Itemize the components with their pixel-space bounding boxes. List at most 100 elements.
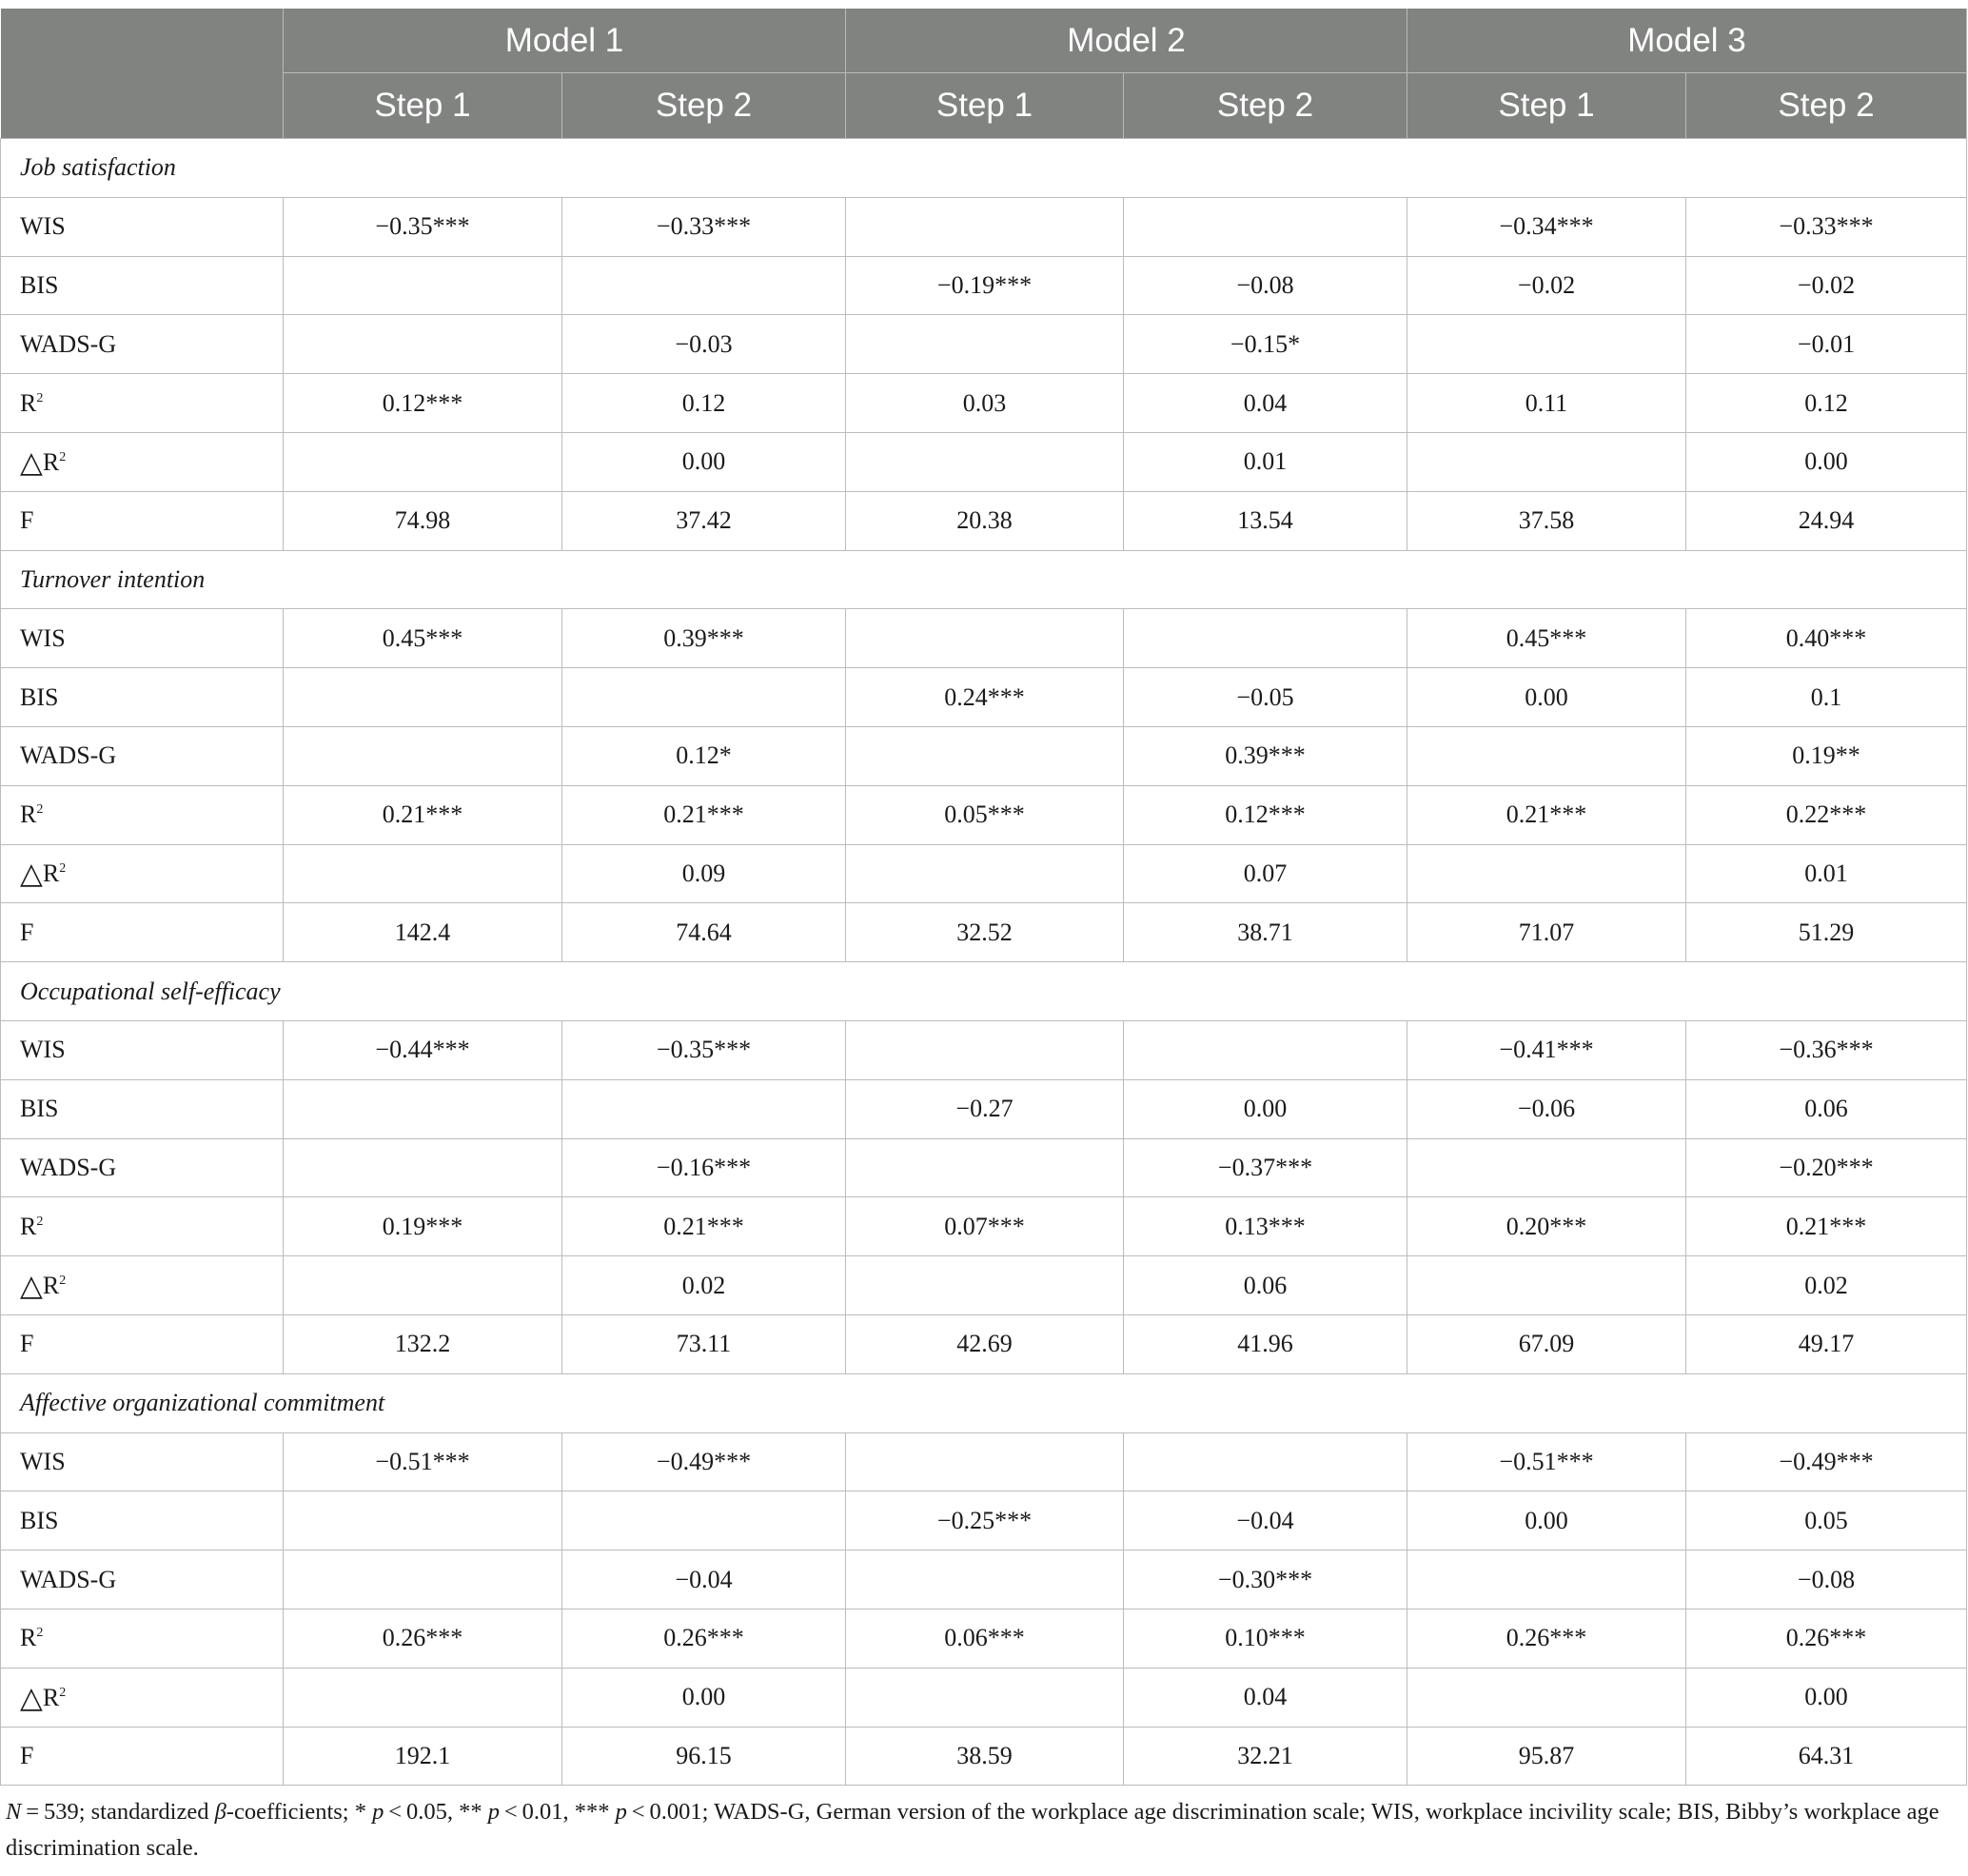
delta-symbol: △ — [20, 1269, 43, 1303]
table-cell: 0.20*** — [1407, 1196, 1686, 1257]
table-cell: −0.27 — [845, 1078, 1124, 1139]
table-cell: 0.21*** — [561, 784, 846, 845]
row-label-r-squared: R2 — [0, 1196, 284, 1257]
table-cell — [283, 843, 562, 904]
table-cell — [845, 431, 1124, 492]
table-cell — [283, 1255, 562, 1315]
table-cell: 0.21*** — [283, 784, 562, 845]
table-cell: 0.26*** — [1685, 1608, 1967, 1669]
table-cell: 0.39*** — [1123, 725, 1407, 786]
row-label-text: BIS — [20, 270, 59, 299]
header-model-3-step-2: Step 2 — [1685, 72, 1967, 139]
table-cell: 0.00 — [1407, 1491, 1686, 1551]
table-cell: 71.07 — [1407, 902, 1686, 963]
table-cell: 0.00 — [1407, 667, 1686, 727]
row-label-text: F — [20, 506, 34, 535]
footnote-p-symbol-3: p — [615, 1799, 627, 1825]
table-row: WADS-G 0.12* 0.39*** 0.19** — [0, 725, 1967, 786]
table-cell: −0.25*** — [845, 1491, 1124, 1551]
table-cell: 41.96 — [1123, 1313, 1407, 1374]
table-cell: 132.2 — [283, 1313, 562, 1374]
section-header-row: Affective organizational commitment — [0, 1372, 1967, 1433]
step-header-row: Step 1 Step 2 Step 1 Step 2 Step 1 Step … — [1, 72, 1967, 139]
row-label-text: F — [20, 918, 34, 946]
table-row: WADS-G −0.04 −0.30*** −0.08 — [0, 1550, 1967, 1609]
table-cell — [561, 667, 846, 727]
row-label-wis: WIS — [0, 1432, 284, 1492]
table-cell: −0.15* — [1123, 314, 1407, 375]
table-row: WIS −0.51*** −0.49*** −0.51*** −0.49*** — [0, 1432, 1967, 1492]
table-cell: 0.26*** — [1407, 1608, 1686, 1669]
table-cell: 96.15 — [561, 1726, 846, 1787]
row-label-text: F — [20, 1330, 34, 1358]
table-cell: 0.06*** — [845, 1608, 1124, 1669]
section-title-occupational-self-efficacy: Occupational self-efficacy — [0, 961, 1967, 1021]
table-cell: 73.11 — [561, 1313, 846, 1374]
table-cell: −0.06 — [1407, 1078, 1686, 1139]
table-cell: −0.04 — [561, 1550, 846, 1609]
row-label-text: WIS — [20, 1036, 66, 1064]
table-cell: 0.02 — [1685, 1255, 1967, 1315]
section-title-job-satisfaction: Job satisfaction — [0, 138, 1967, 198]
table-cell: 0.12 — [1685, 373, 1967, 433]
table-cell — [1123, 196, 1407, 257]
row-label-wads-g: WADS-G — [0, 1550, 284, 1609]
row-label-wads-g: WADS-G — [0, 725, 284, 786]
header-corner-cell — [0, 9, 284, 139]
table-cell — [845, 196, 1124, 257]
footnote-n-variable: N — [6, 1799, 22, 1825]
table-cell: 0.02 — [561, 1255, 846, 1315]
footnote-abbreviations: < 0.001; WADS-G, German version of the w… — [6, 1799, 1939, 1861]
section-header-row: Turnover intention — [0, 549, 1967, 610]
table-cell: 0.00 — [1685, 1667, 1967, 1728]
regression-results-table: Model 1 Model 2 Model 3 Step 1 Step 2 St… — [0, 9, 1967, 1787]
table-cell: 32.21 — [1123, 1726, 1407, 1787]
row-label-text: WADS-G — [20, 1565, 117, 1593]
table-cell: 42.69 — [845, 1313, 1124, 1374]
row-label-superscript: 2 — [59, 449, 67, 464]
table-body: Job satisfaction WIS −0.35*** −0.33*** −0.34… — [0, 138, 1967, 1787]
table-cell: 0.40*** — [1685, 608, 1967, 669]
table-cell: 0.12 — [561, 373, 846, 433]
row-label-superscript: 2 — [36, 390, 44, 405]
table-cell: −0.01 — [1685, 314, 1967, 375]
footnote-coefficients-text: -coefficients; * — [226, 1799, 373, 1825]
table-cell: −0.02 — [1685, 255, 1967, 316]
row-label-superscript: 2 — [36, 802, 44, 818]
table-row: △R2 0.00 0.01 0.00 — [0, 431, 1967, 492]
table-row: △R2 0.00 0.04 0.00 — [0, 1667, 1967, 1728]
table-cell — [283, 725, 562, 786]
table-cell: 0.04 — [1123, 1667, 1407, 1728]
row-label-text: WADS-G — [20, 1153, 117, 1181]
table-cell: 0.06 — [1685, 1078, 1967, 1139]
table-cell: 0.01 — [1123, 431, 1407, 492]
table-cell: −0.08 — [1685, 1550, 1967, 1609]
table-cell: −0.33*** — [1685, 196, 1967, 257]
model-header-row: Model 1 Model 2 Model 3 — [0, 9, 1967, 139]
footnote-beta-symbol: β — [214, 1799, 226, 1825]
table-cell — [561, 1491, 846, 1551]
row-label-text: R — [42, 1272, 60, 1300]
table-cell: 0.22*** — [1685, 784, 1967, 845]
table-cell: −0.41*** — [1407, 1019, 1686, 1080]
table-cell: 32.52 — [845, 902, 1124, 963]
delta-symbol: △ — [20, 857, 43, 891]
table-cell: −0.19*** — [845, 255, 1124, 316]
header-model-1-step-2: Step 2 — [561, 72, 846, 139]
row-label-superscript: 2 — [36, 1626, 44, 1641]
table-cell: 13.54 — [1123, 490, 1407, 551]
delta-symbol: △ — [20, 1680, 43, 1714]
header-model-1: Model 1 — [283, 9, 846, 73]
table-cell: −0.49*** — [1685, 1432, 1967, 1492]
table-cell — [283, 255, 562, 316]
row-label-f: F — [0, 1726, 284, 1787]
table-cell: 51.29 — [1685, 902, 1967, 963]
row-label-r-squared: R2 — [0, 373, 284, 433]
table-cell — [283, 431, 562, 492]
table-header: Model 1 Model 2 Model 3 Step 1 Step 2 St… — [0, 9, 1967, 139]
table-row: R2 0.12*** 0.12 0.03 0.04 0.11 0.12 — [0, 373, 1967, 433]
header-model-3: Model 3 — [1407, 9, 1967, 73]
table-cell: 0.1 — [1685, 667, 1967, 727]
table-cell: 0.03 — [845, 373, 1124, 433]
footnote-p-symbol-1: p — [372, 1799, 384, 1825]
